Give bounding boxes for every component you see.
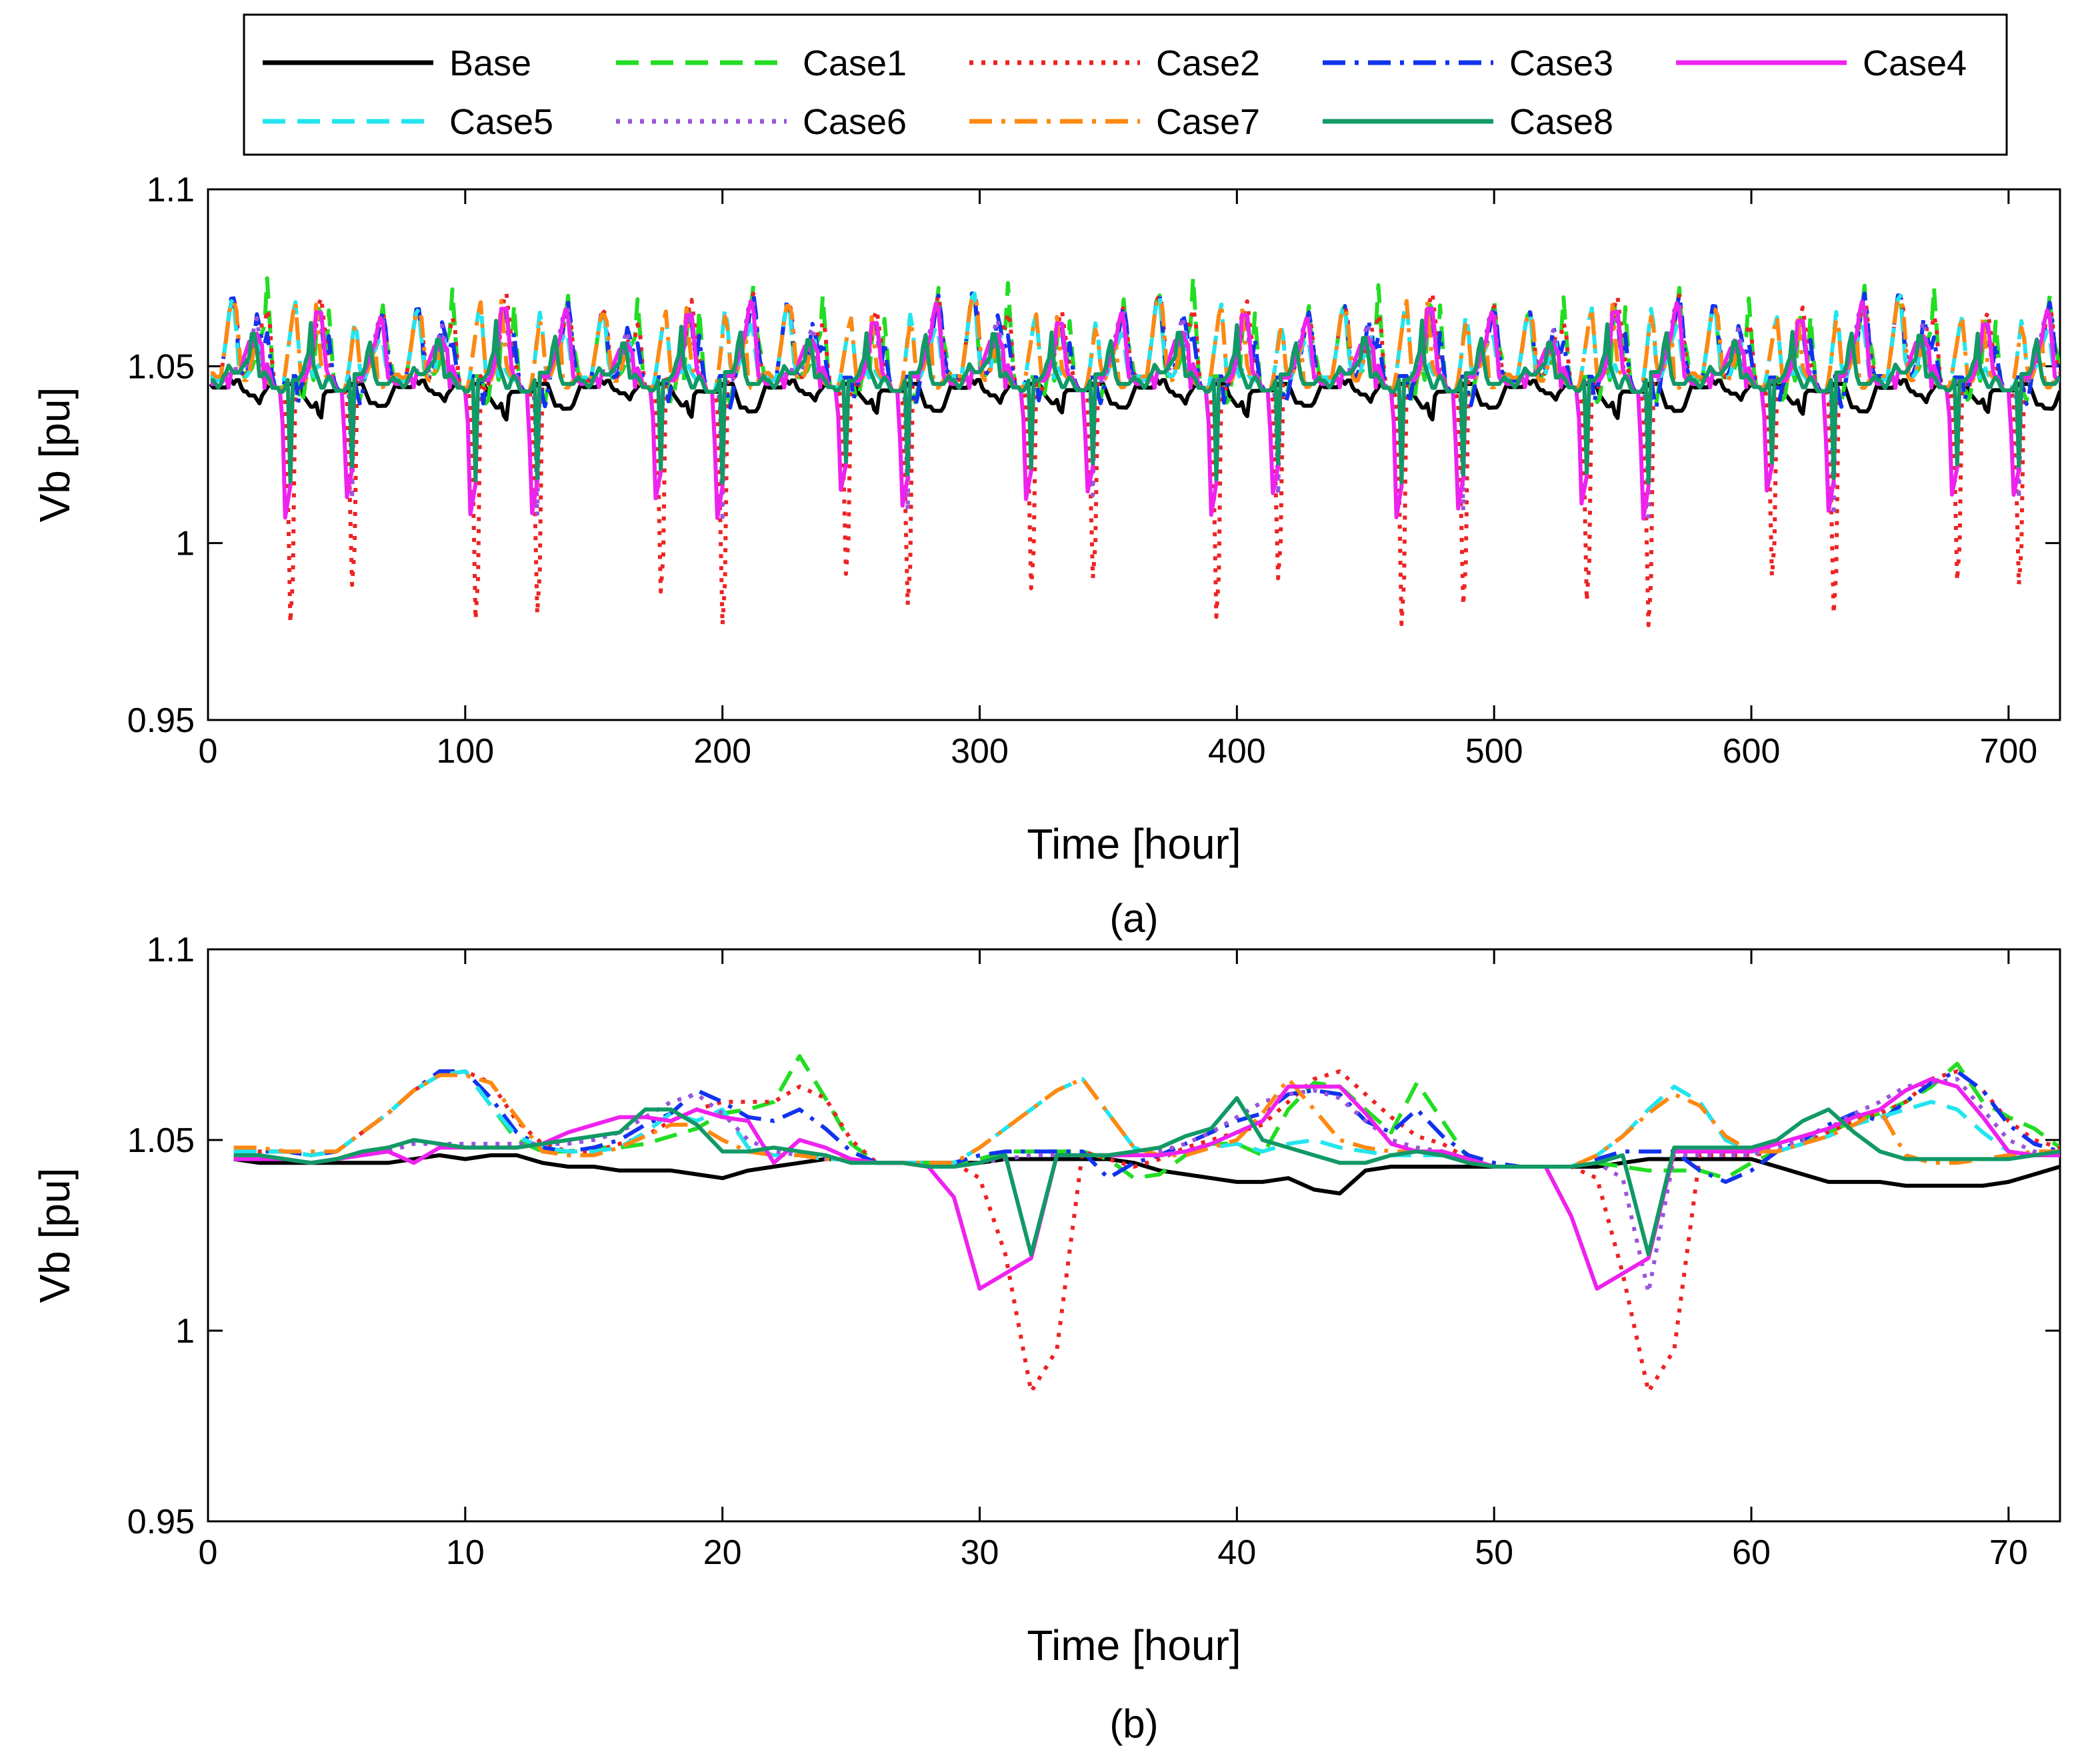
legend-label-case5: Case5 — [449, 102, 553, 142]
legend-label-case3: Case3 — [1509, 43, 1613, 83]
panel-a-ytick-label: 1 — [175, 525, 195, 563]
legend-entry-case4: Case4 — [1676, 43, 1967, 83]
panel-a-ytick-label: 0.95 — [127, 701, 195, 740]
panel-b-ylabel: Vb [pu] — [31, 1168, 79, 1303]
legend-box — [243, 13, 2008, 156]
panel-a-xtick-label: 200 — [693, 732, 751, 771]
panel-b-ticks: 0 10 20 30 40 50 60 70 0.95 1 1.05 1.1 — [127, 931, 2060, 1572]
legend-entry-case6: Case6 — [616, 102, 907, 142]
panel-a-axes-box — [207, 188, 2061, 721]
panel-b-xtick-label: 60 — [1732, 1533, 1771, 1572]
panel-b-ytick-label: 1 — [175, 1312, 195, 1351]
panel-b-xtick-label: 10 — [446, 1533, 485, 1572]
panel-b-ytick-label: 1.05 — [127, 1121, 195, 1160]
panel-b-series-case8 — [233, 1096, 2060, 1257]
legend: Base Case1 Case2 Case3 Case4 Case5 Case6 Case7 C… — [243, 13, 2008, 156]
panel-a-series-case8 — [210, 318, 2060, 485]
panel-b-xtick-label: 20 — [703, 1533, 742, 1572]
legend-label-base: Base — [449, 43, 531, 83]
panel-b-xtick-label: 0 — [199, 1533, 218, 1572]
legend-label-case2: Case2 — [1156, 43, 1260, 83]
panel-a: 0 100 200 300 400 500 600 700 0.95 1 1.05 1.1 Time … — [31, 171, 2061, 941]
panel-b-series-base — [233, 1153, 2060, 1196]
legend-entry-case8: Case8 — [1323, 102, 1613, 142]
panel-a-xtick-label: 300 — [951, 732, 1009, 771]
panel-a-xtick-label: 500 — [1465, 732, 1523, 771]
panel-a-ticks: 0 100 200 300 400 500 600 700 0.95 1 1.05 1.1 — [127, 171, 2060, 771]
legend-entry-case2: Case2 — [969, 43, 1260, 83]
legend-entries: Base Case1 Case2 Case3 Case4 Case5 Case6 Case7 C… — [263, 43, 1967, 142]
panel-b-xtick-label: 70 — [1989, 1533, 2028, 1572]
panel-a-label: (a) — [1109, 896, 1158, 941]
panel-a-series — [209, 275, 2060, 627]
panel-a-ylabel: Vb [pu] — [31, 387, 79, 523]
legend-entry-case7: Case7 — [969, 102, 1260, 142]
legend-label-case4: Case4 — [1863, 43, 1967, 83]
panel-b-label: (b) — [1109, 1701, 1158, 1746]
panel-a-xtick-label: 600 — [1723, 732, 1781, 771]
legend-entry-case1: Case1 — [616, 43, 907, 83]
panel-b-series-case2 — [233, 1069, 2060, 1394]
panel-b-ytick-label: 1.1 — [147, 931, 195, 969]
legend-entry-case5: Case5 — [263, 102, 553, 142]
panel-a-xlabel: Time [hour] — [1027, 820, 1241, 868]
panel-b-xtick-label: 40 — [1217, 1533, 1256, 1572]
legend-label-case1: Case1 — [803, 43, 907, 83]
panel-b-xtick-label: 50 — [1475, 1533, 1513, 1572]
legend-entry-case3: Case3 — [1323, 43, 1613, 83]
panel-b-axes-box — [207, 948, 2061, 1523]
panel-a-xtick-label: 400 — [1208, 732, 1266, 771]
legend-label-case6: Case6 — [803, 102, 907, 142]
panel-a-ytick-label: 1.1 — [147, 171, 195, 209]
panel-b-series-case1 — [233, 1054, 2060, 1181]
panel-a-xtick-label: 100 — [436, 732, 494, 771]
legend-label-case8: Case8 — [1509, 102, 1613, 142]
panel-a-xtick-label: 700 — [1979, 732, 2037, 771]
panel-a-xtick-label: 0 — [199, 732, 218, 771]
panel-b-xlabel: Time [hour] — [1027, 1621, 1241, 1669]
panel-b-ytick-label: 0.95 — [127, 1503, 195, 1541]
legend-entry-base: Base — [263, 43, 531, 83]
panel-a-ytick-label: 1.05 — [127, 347, 195, 386]
panel-b-series — [233, 1054, 2060, 1394]
panel-b-xtick-label: 30 — [961, 1533, 999, 1572]
legend-label-case7: Case7 — [1156, 102, 1260, 142]
